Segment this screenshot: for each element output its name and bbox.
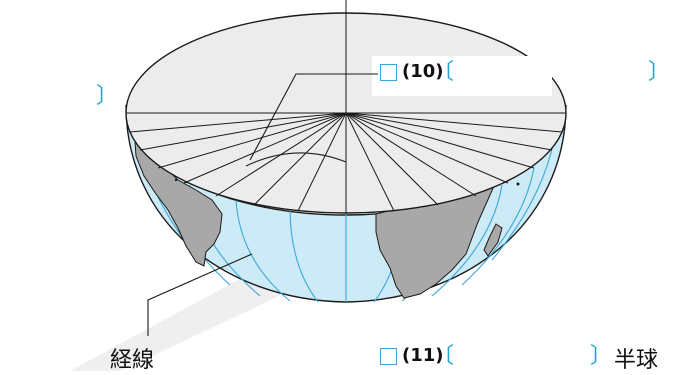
answer-box-11[interactable] [380, 348, 397, 365]
bracket-open-10: 〔 [432, 60, 455, 85]
hemisphere-suffix-label: 半球 [614, 348, 659, 373]
label-10-mask [372, 56, 552, 96]
leader-line-10 [249, 73, 378, 161]
land-madagascar [483, 223, 503, 257]
answer-box-10[interactable] [380, 64, 397, 81]
meridian-label: 経線 [110, 348, 155, 373]
bracket-close-11: 〕 [590, 344, 613, 369]
bracket-close-left: 〕 [96, 84, 119, 109]
angle-arc [245, 152, 347, 167]
bracket-close-10: 〕 [648, 60, 671, 85]
leader-line-meridian [147, 253, 253, 336]
question-number-10: (10) [402, 61, 444, 82]
question-number-11: (11) [402, 345, 444, 366]
bracket-open-11: 〔 [432, 344, 455, 369]
